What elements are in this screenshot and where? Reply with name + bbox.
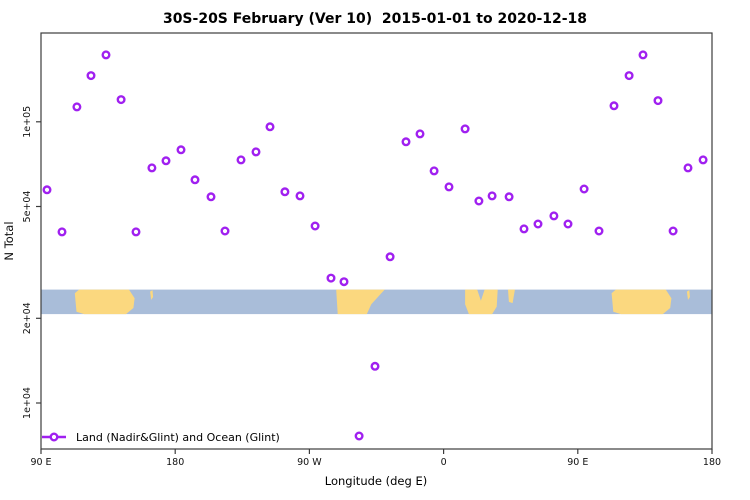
data-point	[190, 175, 200, 185]
x-tick-label: 90 E	[30, 457, 51, 468]
data-point	[101, 50, 111, 60]
data-point	[401, 137, 411, 147]
data-point	[653, 96, 663, 106]
data-point	[116, 95, 126, 105]
map-land-south-america	[336, 289, 385, 315]
data-point	[295, 191, 305, 201]
data-point	[549, 211, 559, 221]
data-point	[57, 227, 67, 237]
data-point	[594, 226, 604, 236]
data-point	[385, 252, 395, 262]
data-point	[280, 187, 290, 197]
x-tick-label: 90 E	[567, 457, 588, 468]
data-point	[415, 129, 425, 139]
legend-circle-icon	[49, 432, 59, 442]
x-tick-label: 90 W	[297, 457, 322, 468]
data-point	[579, 184, 589, 194]
legend: Land (Nadir&Glint) and Ocean (Glint)	[41, 429, 280, 445]
x-tick-label: 180	[166, 457, 184, 468]
data-point	[42, 185, 52, 195]
legend-marker-icon	[42, 432, 66, 442]
data-point	[86, 71, 96, 81]
y-axis-label: N Total	[2, 221, 16, 260]
data-point	[354, 431, 364, 441]
x-tick-label: 0	[441, 457, 447, 468]
data-point	[429, 166, 439, 176]
y-tick-label: 5e+04	[22, 191, 33, 223]
map-land-new-caledonia	[150, 290, 154, 300]
plot-frame	[40, 32, 713, 450]
data-point	[326, 273, 336, 283]
legend-label: Land (Nadir&Glint) and Ocean (Glint)	[76, 430, 280, 444]
data-point	[147, 163, 157, 173]
data-point	[176, 145, 186, 155]
data-point	[474, 196, 484, 206]
data-point	[251, 147, 261, 157]
map-land-australia	[74, 289, 135, 315]
y-tick-label: 1e+05	[22, 106, 33, 138]
data-point	[339, 277, 349, 287]
x-tick-label: 180	[703, 457, 721, 468]
data-point	[370, 361, 380, 371]
data-point	[624, 71, 634, 81]
data-point	[668, 226, 678, 236]
chart-title: 30S-20S February (Ver 10) 2015-01-01 to …	[162, 11, 588, 27]
data-point	[638, 50, 648, 60]
data-point	[504, 192, 514, 202]
map-land-new-caledonia-2	[686, 290, 690, 300]
data-point	[72, 102, 82, 112]
y-tick-label: 2e+04	[22, 302, 33, 334]
data-point	[161, 156, 171, 166]
data-point	[487, 191, 497, 201]
data-point	[206, 192, 216, 202]
map-land-australia-2	[611, 289, 672, 315]
data-point	[236, 155, 246, 165]
map-land-madagascar	[508, 289, 515, 304]
data-point	[444, 182, 454, 192]
x-axis-label: Longitude (deg E)	[324, 474, 428, 488]
data-point	[519, 224, 529, 234]
data-point	[563, 219, 573, 229]
y-tick-label: 1e+04	[22, 387, 33, 419]
data-point	[683, 163, 693, 173]
data-point	[698, 155, 708, 165]
data-point	[609, 101, 619, 111]
data-point	[533, 219, 543, 229]
data-point	[460, 124, 470, 134]
map-land-africa	[465, 289, 498, 315]
data-point	[131, 227, 141, 237]
data-point	[310, 221, 320, 231]
data-point	[220, 226, 230, 236]
data-point	[265, 122, 275, 132]
